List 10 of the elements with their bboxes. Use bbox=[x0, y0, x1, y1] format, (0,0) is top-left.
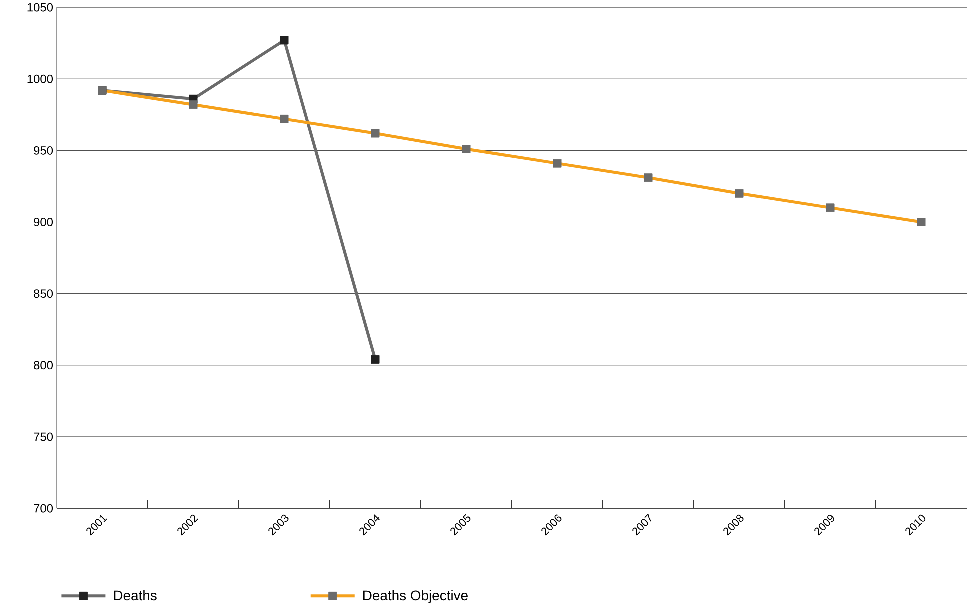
y-tick-label: 700 bbox=[34, 504, 54, 513]
y-tick-label: 750 bbox=[34, 432, 54, 442]
y-tick-label: 1000 bbox=[28, 74, 54, 84]
legend-label: Deaths bbox=[114, 590, 157, 601]
y-tick-label: 950 bbox=[34, 146, 54, 155]
legend-label: Deaths Objective bbox=[364, 590, 468, 604]
y-tick-label: 850 bbox=[34, 290, 54, 298]
y-tick-label: 800 bbox=[34, 361, 54, 370]
y-tick-label: 1050 bbox=[28, 3, 54, 12]
y-tick-label: 900 bbox=[34, 218, 54, 226]
